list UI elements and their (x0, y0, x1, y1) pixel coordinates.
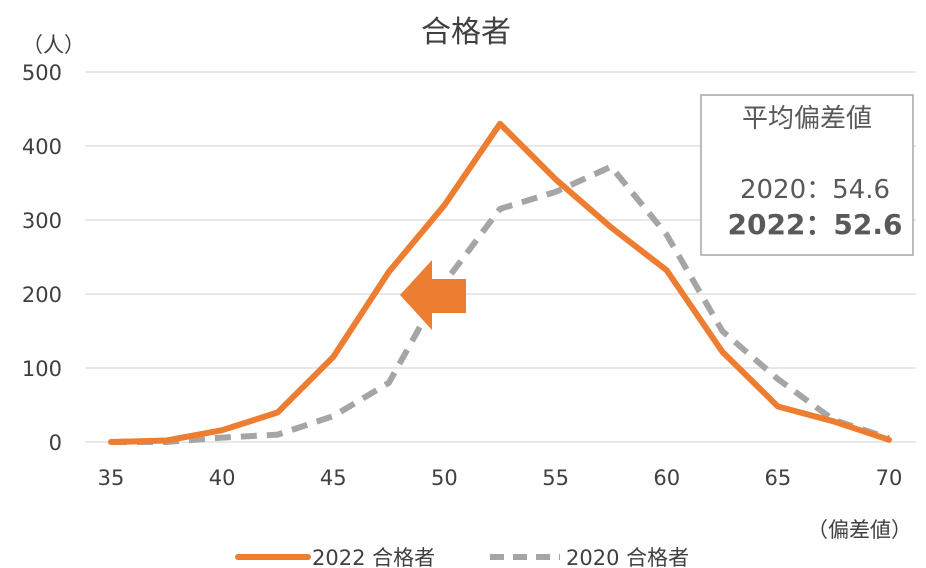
average-box-frame (700, 94, 914, 256)
x-tick-55: 55 (542, 466, 569, 490)
legend: 2022 合格者 2020 合格者 (235, 546, 689, 568)
shift-arrow (400, 260, 466, 330)
y-tick-0: 0 (49, 431, 62, 455)
x-tick-35: 35 (98, 466, 125, 490)
y-tick-400: 400 (22, 135, 62, 159)
x-tick-60: 60 (653, 466, 680, 490)
y-tick-100: 100 (22, 357, 62, 381)
x-tick-50: 50 (431, 466, 458, 490)
legend-label-2020: 2020 合格者 (566, 546, 689, 568)
x-tick-65: 65 (764, 466, 791, 490)
y-axis-label: （人） (22, 33, 85, 57)
average-box: 平均偏差値 2020：54.6 2022：52.6 (700, 94, 914, 256)
y-tick-500: 500 (22, 61, 62, 85)
average-box-title: 平均偏差値 (742, 104, 872, 134)
left-arrow-icon (400, 260, 466, 330)
x-axis-label: （偏差値） (807, 518, 912, 542)
x-tick-labels: 35 40 45 50 55 60 65 70 (98, 466, 903, 490)
average-2022: 2022：52.6 (727, 208, 902, 241)
x-tick-40: 40 (209, 466, 236, 490)
legend-label-2022: 2022 合格者 (312, 546, 435, 568)
series-line-2020 (111, 163, 890, 445)
series-line-2022 (108, 120, 892, 445)
x-tick-45: 45 (320, 466, 347, 490)
series-lines (108, 120, 892, 445)
average-2020: 2020：54.6 (740, 175, 890, 205)
y-tick-labels: 0 100 200 300 400 500 (22, 61, 62, 455)
y-tick-300: 300 (22, 209, 62, 233)
y-tick-200: 200 (22, 283, 62, 307)
x-tick-70: 70 (876, 466, 903, 490)
gridlines (85, 71, 916, 443)
chart-title: 合格者 (421, 15, 511, 50)
